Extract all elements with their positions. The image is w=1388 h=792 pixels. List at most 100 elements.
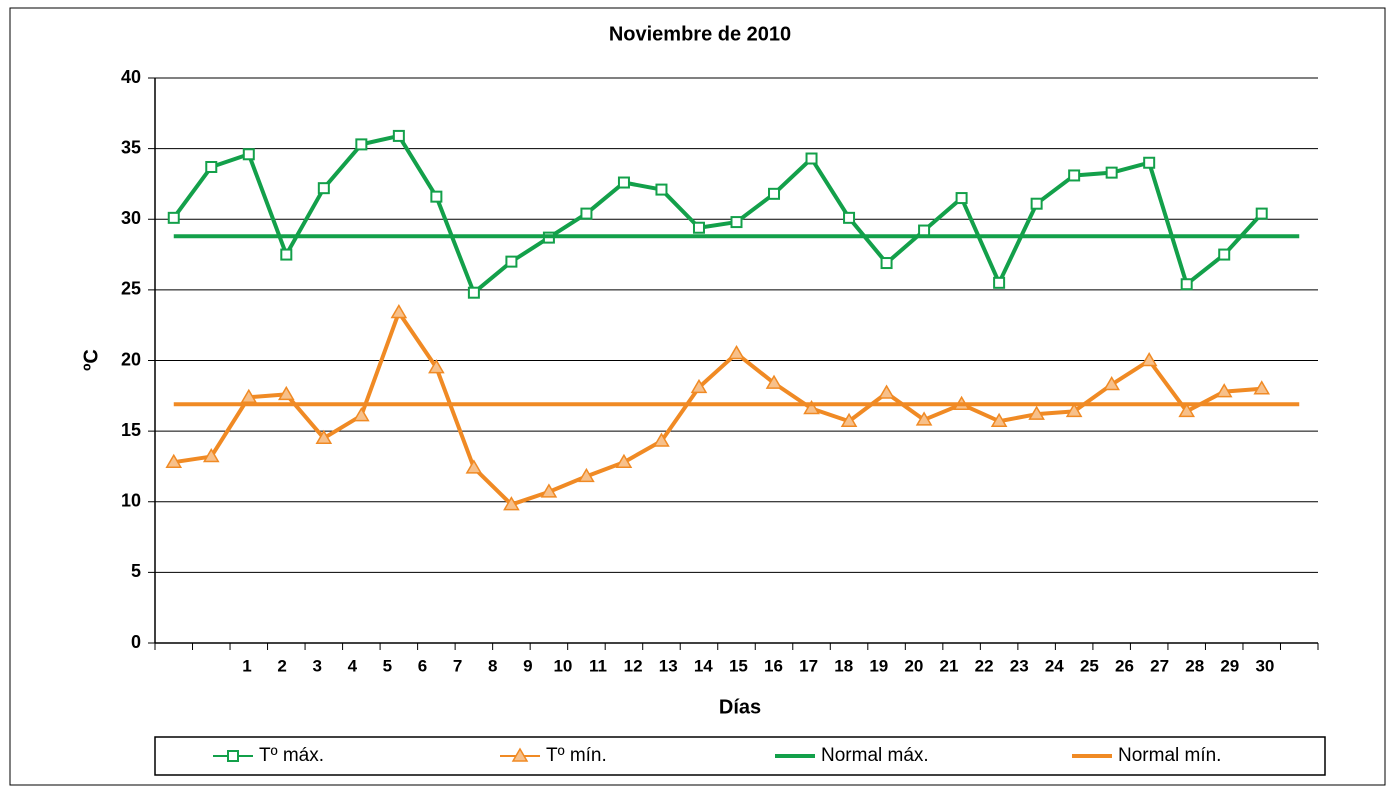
x-tick-label: 19 (869, 656, 888, 675)
legend-label: Tº máx. (259, 745, 324, 766)
data-point (1253, 380, 1271, 395)
x-tick-label: 5 (383, 656, 392, 675)
data-point (993, 276, 1006, 289)
data-point (355, 138, 368, 151)
data-point (242, 148, 255, 161)
x-tick-label: 17 (799, 656, 818, 675)
x-tick-label: 25 (1080, 656, 1099, 675)
x-tick-label: 10 (553, 656, 572, 675)
data-point (617, 176, 630, 189)
data-point (165, 453, 183, 468)
data-point (653, 432, 670, 447)
data-point (765, 374, 783, 389)
x-tick-label: 29 (1220, 656, 1239, 675)
y-tick-label: 35 (121, 137, 141, 157)
x-tick-label: 6 (418, 656, 427, 675)
x-tick-label: 8 (488, 656, 497, 675)
x-tick-label: 12 (624, 656, 643, 675)
data-point (465, 459, 483, 474)
x-tick-label: 2 (277, 656, 286, 675)
x-tick-label: 4 (348, 656, 358, 675)
data-point (692, 221, 705, 234)
data-point (768, 187, 781, 200)
legend-label: Tº mín. (546, 745, 607, 766)
data-point (1255, 207, 1268, 220)
series-line (172, 133, 1264, 295)
y-tick-label: 0 (131, 632, 141, 652)
data-point (315, 429, 333, 444)
x-tick-label: 22 (975, 656, 994, 675)
x-tick-label: 20 (904, 656, 923, 675)
x-tick-label: 26 (1115, 656, 1134, 675)
data-point (880, 257, 893, 270)
data-point (392, 129, 405, 142)
data-point (202, 448, 220, 463)
data-point (1178, 402, 1195, 418)
data-point (578, 467, 595, 483)
y-tick-label: 30 (121, 208, 141, 228)
data-point (353, 407, 370, 422)
data-point (878, 384, 895, 399)
x-tick-label: 27 (1150, 656, 1169, 675)
y-tick-label: 20 (121, 349, 141, 369)
data-point (1180, 278, 1193, 291)
data-point (1030, 197, 1043, 210)
data-point (428, 359, 445, 374)
x-tick-label: 9 (523, 656, 532, 675)
chart-title: Noviembre de 2010 (609, 23, 791, 45)
x-tick-label: 3 (312, 656, 321, 675)
x-tick-label: 7 (453, 656, 462, 675)
data-point (240, 388, 258, 403)
x-tick-label: 16 (764, 656, 783, 675)
data-point (540, 483, 558, 498)
data-point (1140, 352, 1158, 367)
legend-marker (511, 747, 529, 762)
data-point (843, 211, 856, 224)
data-point (655, 183, 668, 196)
x-tick-label: 28 (1185, 656, 1204, 675)
legend-box (154, 736, 1326, 776)
y-axis-label: ºC (80, 349, 102, 371)
data-point (1143, 156, 1156, 169)
data-point (1068, 169, 1081, 182)
data-point (390, 303, 408, 319)
data-point (1065, 402, 1083, 418)
x-tick-label: 30 (1255, 656, 1274, 675)
data-point (915, 411, 933, 426)
data-point (467, 286, 480, 299)
data-point (580, 207, 593, 220)
x-tick-label: 23 (1010, 656, 1029, 675)
data-point (167, 211, 180, 224)
data-point (317, 182, 330, 195)
x-axis-label: Días (719, 696, 761, 718)
x-tick-label: 1 (242, 656, 251, 675)
data-point (503, 496, 520, 511)
data-point (730, 216, 743, 229)
x-tick-label: 15 (729, 656, 748, 675)
data-point (1103, 376, 1120, 391)
data-point (1028, 405, 1045, 420)
data-point (803, 400, 820, 415)
data-point (505, 255, 518, 268)
y-tick-label: 25 (121, 279, 141, 299)
legend-label: Normal mín. (1118, 745, 1221, 766)
data-point (990, 412, 1008, 427)
x-tick-label: 18 (834, 656, 853, 675)
data-point (430, 190, 443, 203)
data-point (278, 385, 295, 401)
data-point (840, 412, 858, 427)
data-point (728, 344, 745, 360)
data-point (615, 453, 633, 468)
y-tick-label: 10 (121, 491, 141, 511)
x-tick-label: 14 (694, 656, 713, 675)
data-point (280, 248, 293, 261)
data-point (205, 160, 218, 173)
data-point (690, 378, 708, 394)
data-point (918, 224, 931, 237)
x-tick-label: 21 (940, 656, 959, 675)
data-point (805, 152, 818, 165)
data-point (1215, 383, 1233, 398)
y-tick-label: 15 (121, 420, 141, 440)
y-tick-label: 40 (121, 67, 141, 87)
